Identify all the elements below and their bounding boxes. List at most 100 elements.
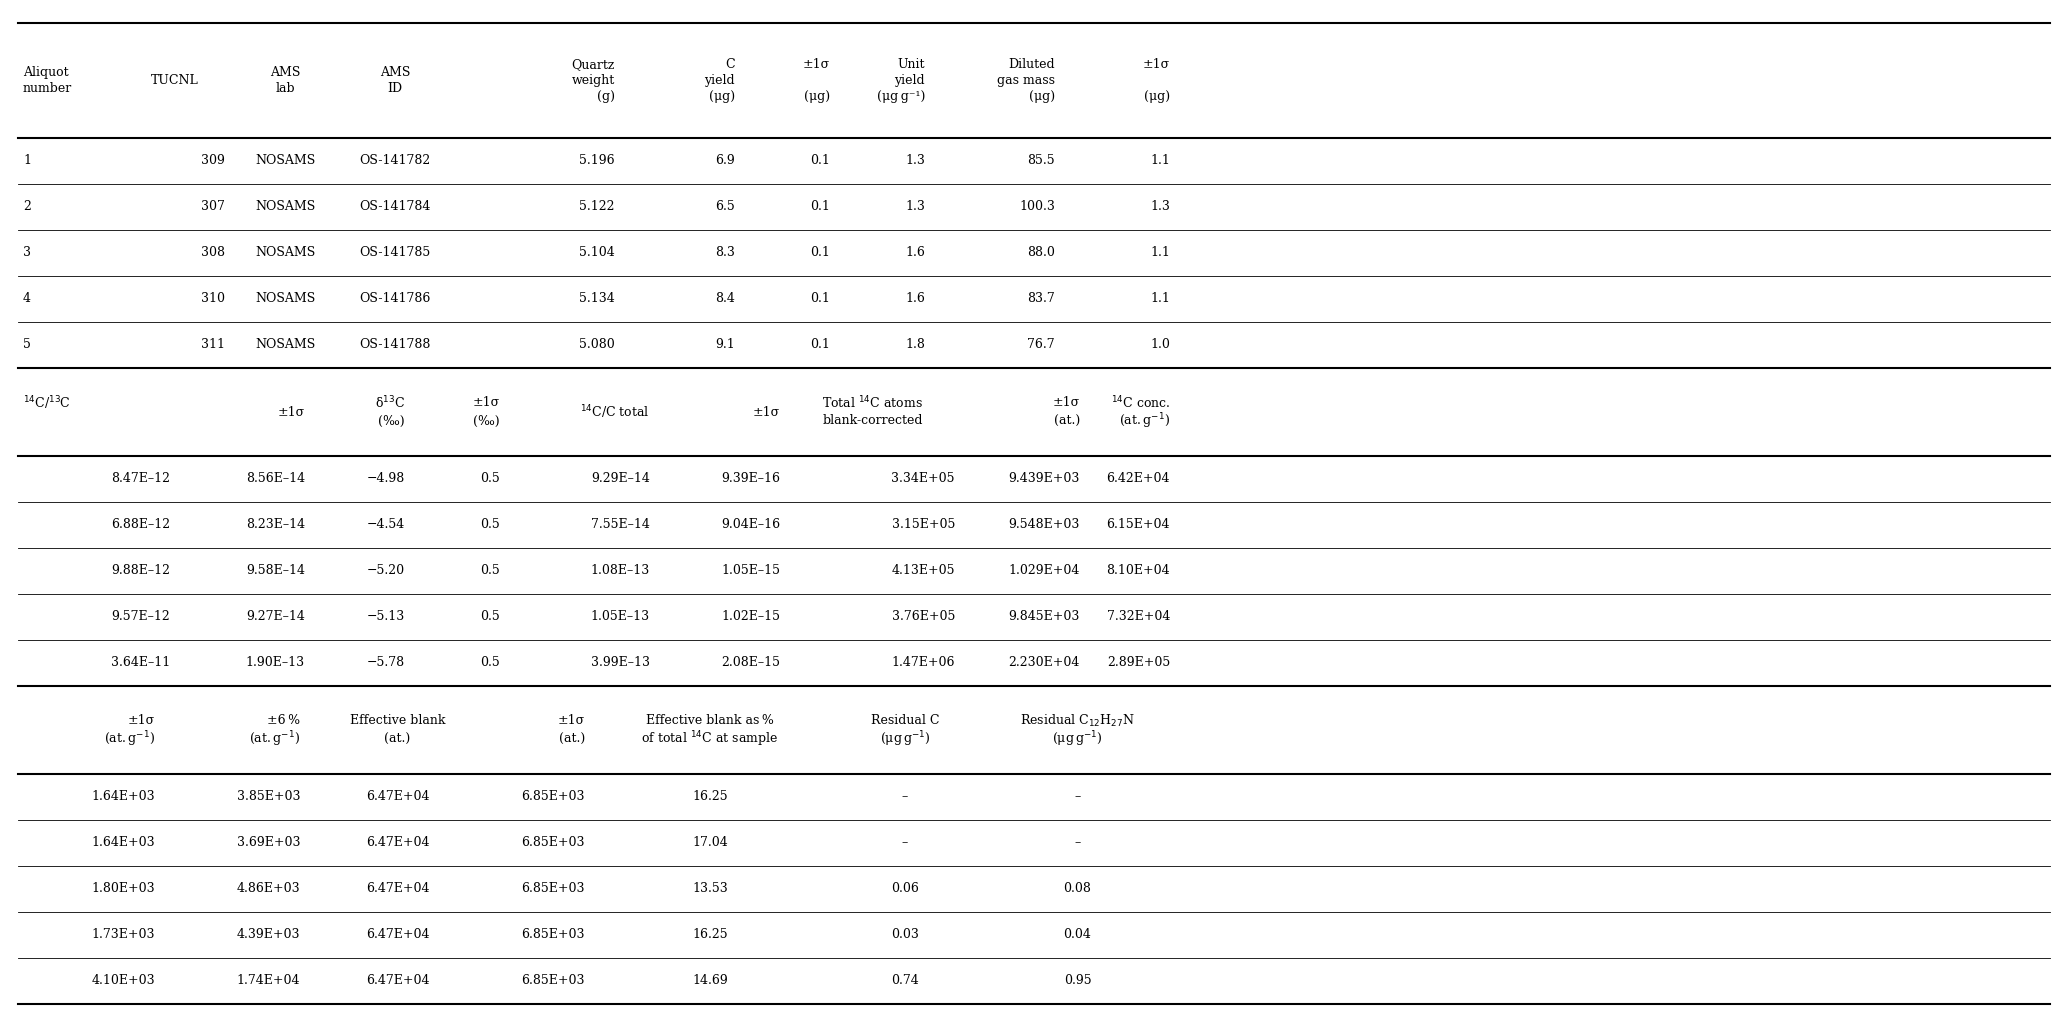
Text: 5.134: 5.134 [579, 292, 616, 306]
Text: 13.53: 13.53 [692, 882, 728, 896]
Text: 1.64E+03: 1.64E+03 [91, 837, 155, 849]
Text: 1.08E–13: 1.08E–13 [591, 564, 649, 577]
Text: 7.32E+04: 7.32E+04 [1106, 611, 1170, 624]
Text: 9.58E–14: 9.58E–14 [246, 564, 306, 577]
Text: 1.47E+06: 1.47E+06 [891, 657, 955, 669]
Text: yield: yield [705, 74, 736, 87]
Text: 9.1: 9.1 [715, 339, 736, 351]
Text: 8.10E+04: 8.10E+04 [1106, 564, 1170, 577]
Text: 1.05E–15: 1.05E–15 [721, 564, 779, 577]
Text: 7.55E–14: 7.55E–14 [591, 519, 649, 532]
Text: ±1σ: ±1σ [752, 406, 779, 418]
Text: 1.02E–15: 1.02E–15 [721, 611, 779, 624]
Text: (at.): (at.) [1054, 414, 1079, 428]
Text: 1.6: 1.6 [905, 292, 926, 306]
Text: $^{14}$C/$^{13}$C: $^{14}$C/$^{13}$C [23, 395, 70, 412]
Text: 6.47E+04: 6.47E+04 [366, 882, 430, 896]
Text: (at.): (at.) [558, 732, 585, 746]
Text: 0.95: 0.95 [1065, 974, 1091, 988]
Text: 6.85E+03: 6.85E+03 [521, 882, 585, 896]
Text: 9.04E–16: 9.04E–16 [721, 519, 779, 532]
Text: 308: 308 [200, 247, 225, 259]
Text: OS-141786: OS-141786 [360, 292, 430, 306]
Text: 8.47E–12: 8.47E–12 [112, 472, 169, 486]
Text: Effective blank as %: Effective blank as % [647, 715, 773, 727]
Text: δ$^{13}$C: δ$^{13}$C [374, 395, 405, 411]
Text: 6.85E+03: 6.85E+03 [521, 929, 585, 941]
Text: 5.122: 5.122 [579, 200, 616, 214]
Text: 9.57E–12: 9.57E–12 [112, 611, 169, 624]
Text: 5.196: 5.196 [579, 155, 616, 167]
Text: 0.5: 0.5 [480, 657, 500, 669]
Text: 309: 309 [200, 155, 225, 167]
Text: ±1σ: ±1σ [128, 715, 155, 727]
Text: ±6 %: ±6 % [267, 715, 300, 727]
Text: 76.7: 76.7 [1027, 339, 1054, 351]
Text: 6.9: 6.9 [715, 155, 736, 167]
Text: 9.548E+03: 9.548E+03 [1009, 519, 1079, 532]
Text: 0.04: 0.04 [1065, 929, 1091, 941]
Text: 1.1: 1.1 [1149, 292, 1170, 306]
Text: 9.39E–16: 9.39E–16 [721, 472, 779, 486]
Text: 3.64E–11: 3.64E–11 [112, 657, 169, 669]
Text: 0.1: 0.1 [810, 292, 831, 306]
Text: TUCNL: TUCNL [151, 74, 198, 87]
Text: 1.73E+03: 1.73E+03 [91, 929, 155, 941]
Text: ±1σ: ±1σ [473, 397, 500, 409]
Text: Quartz: Quartz [573, 58, 616, 71]
Text: (at.): (at.) [384, 732, 411, 746]
Text: 9.88E–12: 9.88E–12 [112, 564, 169, 577]
Text: 0.1: 0.1 [810, 247, 831, 259]
Text: 1.8: 1.8 [905, 339, 926, 351]
Text: ±1σ: ±1σ [277, 406, 306, 418]
Text: 6.85E+03: 6.85E+03 [521, 837, 585, 849]
Text: 311: 311 [200, 339, 225, 351]
Text: 1.3: 1.3 [905, 200, 926, 214]
Text: 2: 2 [23, 200, 31, 214]
Text: 9.845E+03: 9.845E+03 [1009, 611, 1079, 624]
Text: 1.3: 1.3 [905, 155, 926, 167]
Text: NOSAMS: NOSAMS [254, 292, 314, 306]
Text: 8.56E–14: 8.56E–14 [246, 472, 306, 486]
Text: 1.029E+04: 1.029E+04 [1009, 564, 1079, 577]
Text: 16.25: 16.25 [692, 790, 728, 804]
Text: –: – [901, 837, 907, 849]
Text: 6.5: 6.5 [715, 200, 736, 214]
Text: −5.20: −5.20 [366, 564, 405, 577]
Text: 3.69E+03: 3.69E+03 [236, 837, 300, 849]
Text: 6.85E+03: 6.85E+03 [521, 790, 585, 804]
Text: AMS: AMS [271, 66, 300, 79]
Text: –: – [1075, 837, 1081, 849]
Text: NOSAMS: NOSAMS [254, 200, 314, 214]
Text: 14.69: 14.69 [692, 974, 728, 988]
Text: 2.08E–15: 2.08E–15 [721, 657, 779, 669]
Text: −5.78: −5.78 [366, 657, 405, 669]
Text: –: – [1075, 790, 1081, 804]
Text: Total $^{14}$C atoms: Total $^{14}$C atoms [823, 395, 924, 411]
Text: (‰): (‰) [473, 414, 500, 428]
Text: 6.47E+04: 6.47E+04 [366, 974, 430, 988]
Text: 9.27E–14: 9.27E–14 [246, 611, 306, 624]
Text: Unit: Unit [897, 58, 926, 71]
Text: 1.74E+04: 1.74E+04 [236, 974, 300, 988]
Text: 0.1: 0.1 [810, 339, 831, 351]
Text: 83.7: 83.7 [1027, 292, 1054, 306]
Text: ±1σ: ±1σ [558, 715, 585, 727]
Text: 2.89E+05: 2.89E+05 [1106, 657, 1170, 669]
Text: OS-141785: OS-141785 [360, 247, 430, 259]
Text: OS-141784: OS-141784 [360, 200, 430, 214]
Text: 8.23E–14: 8.23E–14 [246, 519, 306, 532]
Text: (μg g$^{-1}$): (μg g$^{-1}$) [881, 729, 930, 749]
Text: (μg): (μg) [804, 90, 831, 103]
Text: 0.06: 0.06 [891, 882, 920, 896]
Text: 310: 310 [200, 292, 225, 306]
Text: (g): (g) [597, 90, 616, 103]
Text: NOSAMS: NOSAMS [254, 339, 314, 351]
Text: AMS: AMS [380, 66, 409, 79]
Text: −4.98: −4.98 [366, 472, 405, 486]
Text: 4.13E+05: 4.13E+05 [891, 564, 955, 577]
Text: OS-141782: OS-141782 [360, 155, 430, 167]
Text: 6.42E+04: 6.42E+04 [1106, 472, 1170, 486]
Text: 1.05E–13: 1.05E–13 [591, 611, 649, 624]
Text: (μg g⁻¹): (μg g⁻¹) [876, 90, 926, 103]
